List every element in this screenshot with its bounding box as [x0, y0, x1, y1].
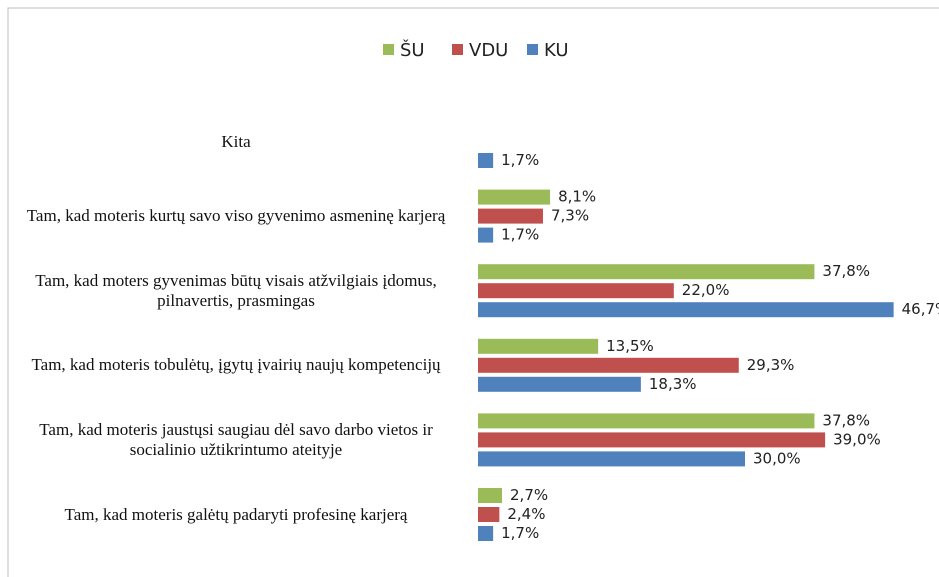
- legend-label: KU: [544, 40, 569, 61]
- bar: [478, 283, 674, 299]
- frame: [7, 7, 939, 577]
- value-label: 22,0%: [682, 281, 730, 299]
- legend-label: ŠU: [400, 39, 425, 61]
- value-label: 37,8%: [822, 262, 870, 280]
- value-label: 39,0%: [833, 430, 881, 448]
- value-label: 1,7%: [501, 524, 539, 542]
- category-label: Tam, kad moteris jaustųsi saugiau dėl sa…: [39, 419, 433, 459]
- category-label: Tam, kad moters gyvenimas būtų visais at…: [35, 270, 437, 310]
- value-label: 2,4%: [507, 505, 545, 523]
- bar: [478, 189, 551, 205]
- bar: [478, 526, 494, 541]
- value-label: 2,7%: [510, 486, 548, 504]
- bar: [478, 357, 739, 373]
- value-label: 1,7%: [501, 151, 539, 169]
- value-label: 37,8%: [822, 411, 870, 429]
- bar: [478, 208, 543, 224]
- category-label: Tam, kad moteris kurtų savo viso gyvenim…: [26, 206, 446, 226]
- legend-swatch: [452, 44, 463, 55]
- value-label: 30,0%: [753, 449, 801, 467]
- bar: [478, 376, 641, 392]
- value-label: 29,3%: [747, 356, 795, 374]
- bar: [478, 153, 494, 168]
- value-label: 1,7%: [501, 226, 539, 244]
- value-label: 13,5%: [606, 337, 654, 355]
- category-label: Tam, kad moteris galėtų padaryti profesi…: [64, 504, 408, 524]
- bar: [478, 413, 815, 429]
- category-label: Kita: [221, 131, 251, 151]
- value-label: 46,7%: [902, 300, 939, 318]
- legend-label: VDU: [469, 40, 508, 61]
- value-label: 7,3%: [551, 207, 589, 225]
- legend-swatch: [383, 44, 394, 55]
- category-label: Tam, kad moteris tobulėtų, įgytų įvairių…: [31, 355, 441, 375]
- bar: [478, 264, 815, 280]
- bar: [478, 302, 894, 318]
- value-label: 8,1%: [558, 188, 596, 206]
- value-label: 18,3%: [649, 375, 697, 393]
- bar: [478, 507, 500, 522]
- legend-swatch: [527, 44, 538, 55]
- bar: [478, 488, 503, 503]
- bar: [478, 227, 494, 243]
- bar: [478, 338, 599, 354]
- bar: [478, 451, 745, 467]
- bar: [478, 432, 826, 448]
